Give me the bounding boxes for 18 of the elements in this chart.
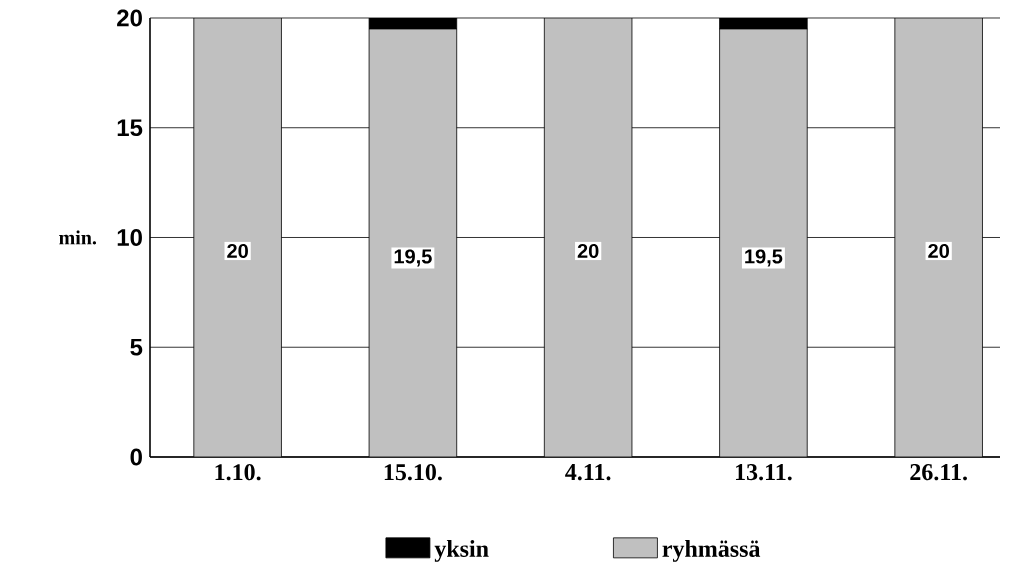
data-label: 19,5 [745,249,783,267]
x-tick-label: 15.10. [384,464,442,481]
y-tick-label: 0 [130,448,142,466]
x-tick-label: 1.10. [215,464,261,481]
y-tick-label: 5 [130,338,143,356]
x-tick-label: 26.11. [910,464,967,481]
data-label: 20 [928,243,949,259]
data-label: 20 [227,243,248,259]
y-tick-label: 20 [117,9,142,27]
x-tick-label: 4.11. [565,464,611,481]
y-axis-title: min. [59,230,97,245]
legend-label: yksin [434,540,489,562]
y-tick-label: 10 [117,229,142,246]
y-tick-label: 15 [117,119,143,137]
data-label: 20 [577,243,599,259]
data-label: 19,5 [394,249,432,267]
legend-label: ryhmässä [662,540,761,562]
x-tick-label: 13.11. [735,464,792,481]
